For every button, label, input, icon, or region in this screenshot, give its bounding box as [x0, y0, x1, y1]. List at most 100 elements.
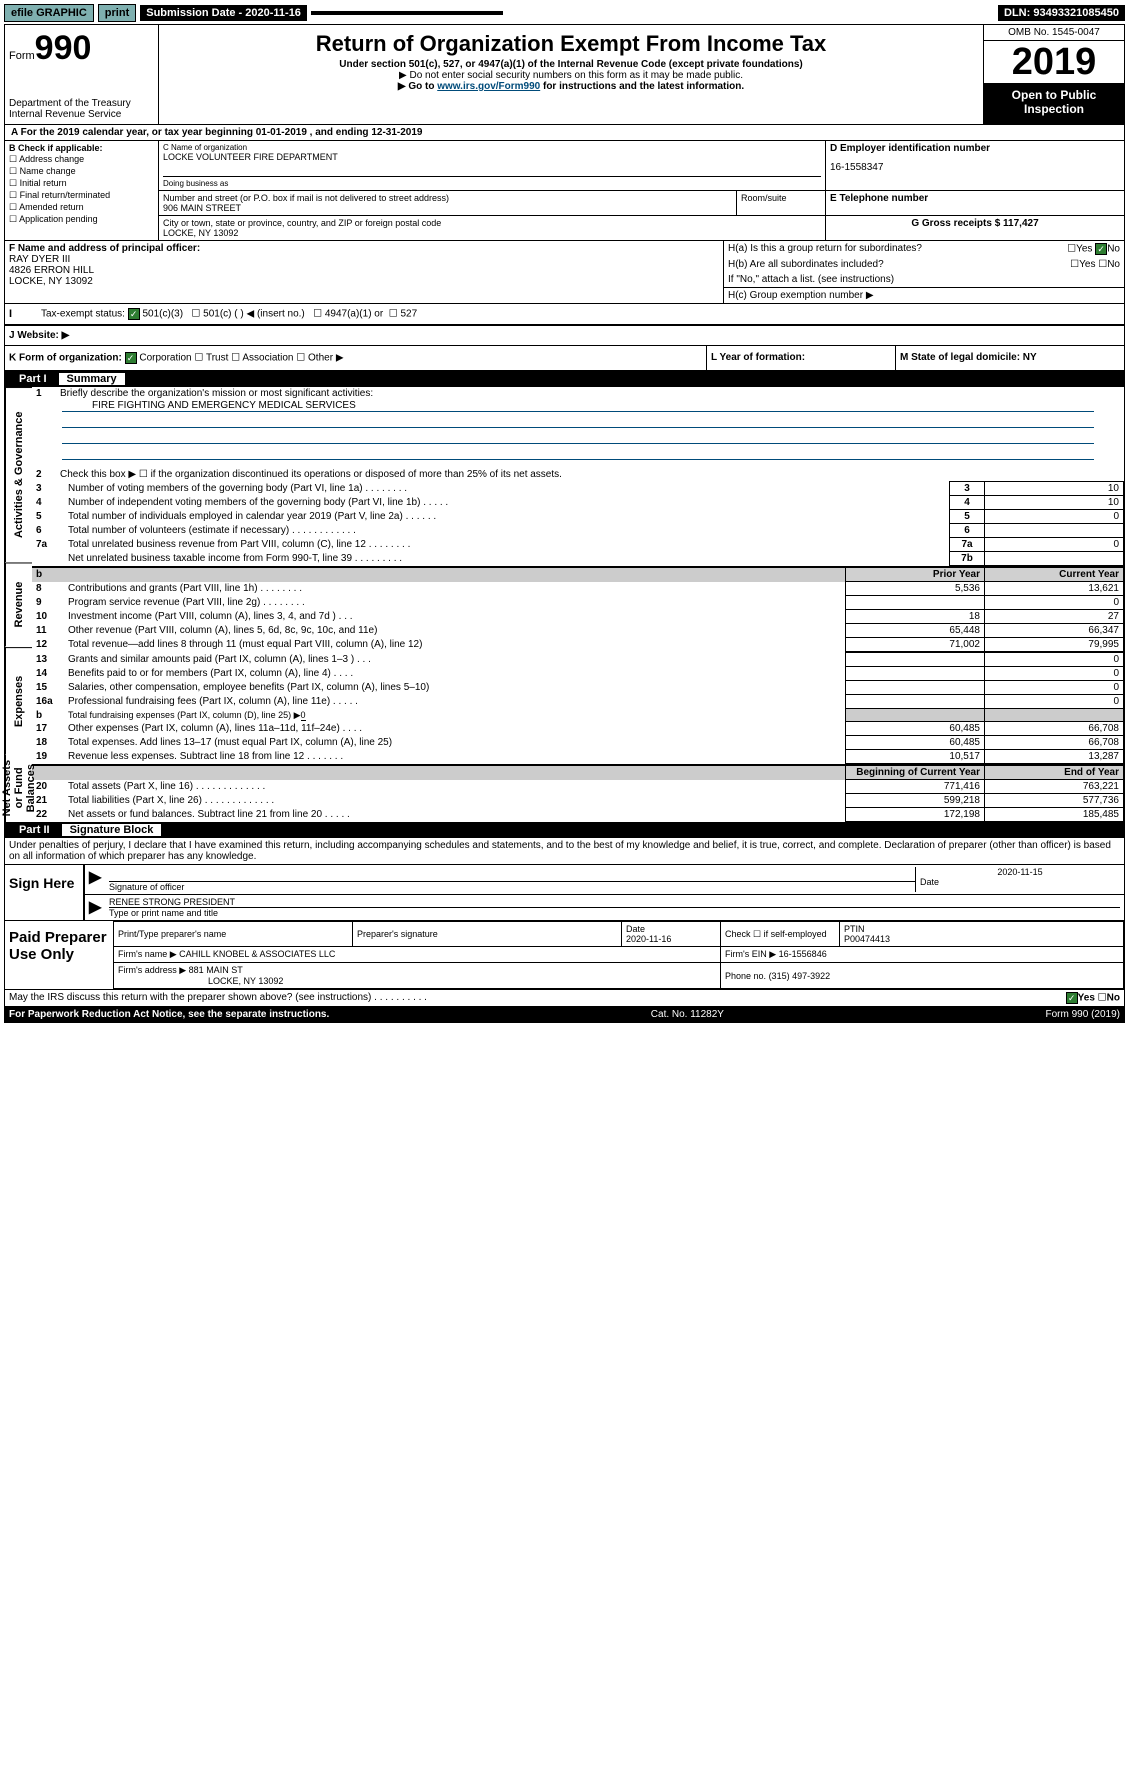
- part1-content: 1 Briefly describe the organization's mi…: [32, 387, 1124, 822]
- b-label: B Check if applicable:: [9, 143, 154, 153]
- line1-text: Briefly describe the organization's miss…: [60, 388, 1120, 399]
- side-expenses: Expenses: [5, 647, 32, 754]
- form-title: Return of Organization Exempt From Incom…: [163, 31, 979, 57]
- form-word: Form: [9, 50, 35, 62]
- ein-value: 16-1558347: [830, 162, 1120, 173]
- part1-title: Summary: [59, 373, 125, 385]
- row-ij: I Tax-exempt status: ✓ 501(c)(3) ☐ 501(c…: [5, 304, 1124, 325]
- hb-row: H(b) Are all subordinates included? ☐Yes…: [724, 257, 1124, 272]
- irs-link[interactable]: www.irs.gov/Form990: [437, 81, 540, 92]
- cat-no: Cat. No. 11282Y: [651, 1009, 724, 1020]
- part1-body: Activities & Governance Revenue Expenses…: [5, 387, 1124, 822]
- form-ref: Form 990 (2019): [1046, 1009, 1120, 1020]
- hb-note: If "No," attach a list. (see instruction…: [724, 272, 1124, 287]
- table-row: 7a Total unrelated business revenue from…: [32, 538, 1124, 552]
- g-value: 117,427: [1003, 218, 1039, 229]
- table-row: 9 Program service revenue (Part VIII, li…: [32, 596, 1124, 610]
- ha-answer: ☐Yes ✓No: [1067, 243, 1120, 255]
- org-name-block: C Name of organization LOCKE VOLUNTEER F…: [159, 141, 825, 190]
- firm-ein-row: Firm's EIN ▶ 16-1556846: [721, 947, 1124, 963]
- sign-here-label: Sign Here: [5, 865, 83, 920]
- hdr-prior: Prior Year: [846, 567, 985, 582]
- expenses-table: 13 Grants and similar amounts paid (Part…: [32, 652, 1124, 764]
- print-button[interactable]: print: [98, 4, 136, 22]
- part2-title: Signature Block: [62, 824, 162, 836]
- hdr-current: Current Year: [985, 567, 1124, 582]
- ha-label: H(a) Is this a group return for subordin…: [728, 243, 922, 255]
- chk-address[interactable]: ☐ Address change: [9, 154, 154, 165]
- sign-right: ▶ Signature of officer 2020-11-15 Date ▶…: [83, 865, 1124, 920]
- discuss-answer: ✓Yes ☐No: [1066, 992, 1120, 1004]
- table-row: 13 Grants and similar amounts paid (Part…: [32, 653, 1124, 667]
- omb-number: OMB No. 1545-0047: [984, 25, 1124, 41]
- paid-preparer-label: Paid Preparer Use Only: [5, 921, 113, 989]
- open-public: Open to Public Inspection: [984, 84, 1124, 124]
- table-row: 8 Contributions and grants (Part VIII, l…: [32, 582, 1124, 596]
- table-row: 14 Benefits paid to or for members (Part…: [32, 667, 1124, 681]
- k-corp: Corporation: [139, 353, 191, 364]
- opt-4947: 4947(a)(1) or: [325, 309, 383, 320]
- chk-amended[interactable]: ☐ Amended return: [9, 202, 154, 213]
- paperwork-notice: For Paperwork Reduction Act Notice, see …: [9, 1009, 329, 1020]
- table-row: 16a Professional fundraising fees (Part …: [32, 695, 1124, 709]
- k-trust: Trust: [206, 353, 228, 364]
- table-row: 21 Total liabilities (Part X, line 26) .…: [32, 794, 1124, 808]
- chk-final[interactable]: ☐ Final return/terminated: [9, 190, 154, 201]
- chk-name[interactable]: ☐ Name change: [9, 166, 154, 177]
- dln-label: DLN: 93493321085450: [998, 5, 1125, 21]
- self-employed: Check ☐ if self-employed: [721, 922, 840, 947]
- col-c: C Name of organization LOCKE VOLUNTEER F…: [159, 141, 1124, 240]
- top-bar: efile GRAPHIC print Submission Date - 20…: [4, 4, 1125, 22]
- officer-name: RAY DYER III: [9, 254, 719, 265]
- part2-label: Part II: [11, 824, 58, 836]
- table-row: 17 Other expenses (Part IX, column (A), …: [32, 722, 1124, 736]
- hb-label: H(b) Are all subordinates included?: [728, 259, 884, 270]
- col-e-phone: E Telephone number: [825, 191, 1124, 215]
- table-row: 18 Total expenses. Add lines 13–17 (must…: [32, 736, 1124, 750]
- prep-date: Date2020-11-16: [622, 922, 721, 947]
- chk-initial[interactable]: ☐ Initial return: [9, 178, 154, 189]
- phone-row: Phone no. (315) 497-3922: [721, 963, 1124, 989]
- mission-text: FIRE FIGHTING AND EMERGENCY MEDICAL SERV…: [62, 400, 1094, 412]
- line2-text: Check this box ▶ ☐ if the organization d…: [60, 469, 1120, 480]
- sign-block: Sign Here ▶ Signature of officer 2020-11…: [5, 864, 1124, 920]
- side-netassets: Net Assets or Fund Balances: [5, 754, 32, 822]
- dba-label: Doing business as: [163, 176, 821, 188]
- header: Form990 Department of the Treasury Inter…: [5, 25, 1124, 125]
- tax-year: 2019: [984, 41, 1124, 84]
- chk-pending[interactable]: ☐ Application pending: [9, 214, 154, 225]
- col-b-checkboxes: B Check if applicable: ☐ Address change …: [5, 141, 159, 240]
- sub3-pre: ▶ Go to: [398, 81, 437, 92]
- city-value: LOCKE, NY 13092: [163, 228, 821, 238]
- check-icon: ✓: [1095, 243, 1107, 255]
- website-row: J Website: ▶: [5, 325, 1124, 346]
- i-lbl: Tax-exempt status:: [41, 309, 125, 320]
- side-revenue: Revenue: [5, 562, 32, 646]
- addr-label: Number and street (or P.O. box if mail i…: [163, 193, 732, 203]
- hdr-end: End of Year: [985, 765, 1124, 780]
- paid-block: Paid Preparer Use Only Print/Type prepar…: [5, 920, 1124, 989]
- part1-label: Part I: [11, 373, 55, 385]
- table-row: 3 Number of voting members of the govern…: [32, 482, 1124, 496]
- subtitle-1: Under section 501(c), 527, or 4947(a)(1)…: [163, 59, 979, 70]
- revenue-table: b Prior Year Current Year 8 Contribution…: [32, 566, 1124, 652]
- officer-addr1: 4826 ERRON HILL: [9, 265, 719, 276]
- table-row: 5 Total number of individuals employed i…: [32, 510, 1124, 524]
- governance-table: 3 Number of voting members of the govern…: [32, 481, 1124, 566]
- tax-exempt-row: Tax-exempt status: ✓ 501(c)(3) ☐ 501(c) …: [37, 304, 1124, 324]
- table-row: 20 Total assets (Part X, line 16) . . . …: [32, 780, 1124, 794]
- officer-addr2: LOCKE, NY 13092: [9, 276, 719, 287]
- name-title-label: Type or print name and title: [109, 908, 1120, 918]
- check-icon: ✓: [128, 308, 140, 320]
- arrow-icon: ▶: [89, 897, 109, 918]
- table-row: 6 Total number of volunteers (estimate i…: [32, 524, 1124, 538]
- k-assoc: Association: [242, 353, 293, 364]
- opt-527: 527: [401, 309, 418, 320]
- line16b-text: Total fundraising expenses (Part IX, col…: [68, 710, 301, 720]
- col-h: H(a) Is this a group return for subordin…: [723, 241, 1124, 303]
- subtitle-2: ▶ Do not enter social security numbers o…: [163, 70, 979, 81]
- table-row: 22 Net assets or fund balances. Subtract…: [32, 808, 1124, 822]
- sig-row-1: ▶ Signature of officer 2020-11-15 Date: [85, 865, 1124, 895]
- phone-label: E Telephone number: [830, 193, 1120, 204]
- ein-label: D Employer identification number: [830, 143, 1120, 154]
